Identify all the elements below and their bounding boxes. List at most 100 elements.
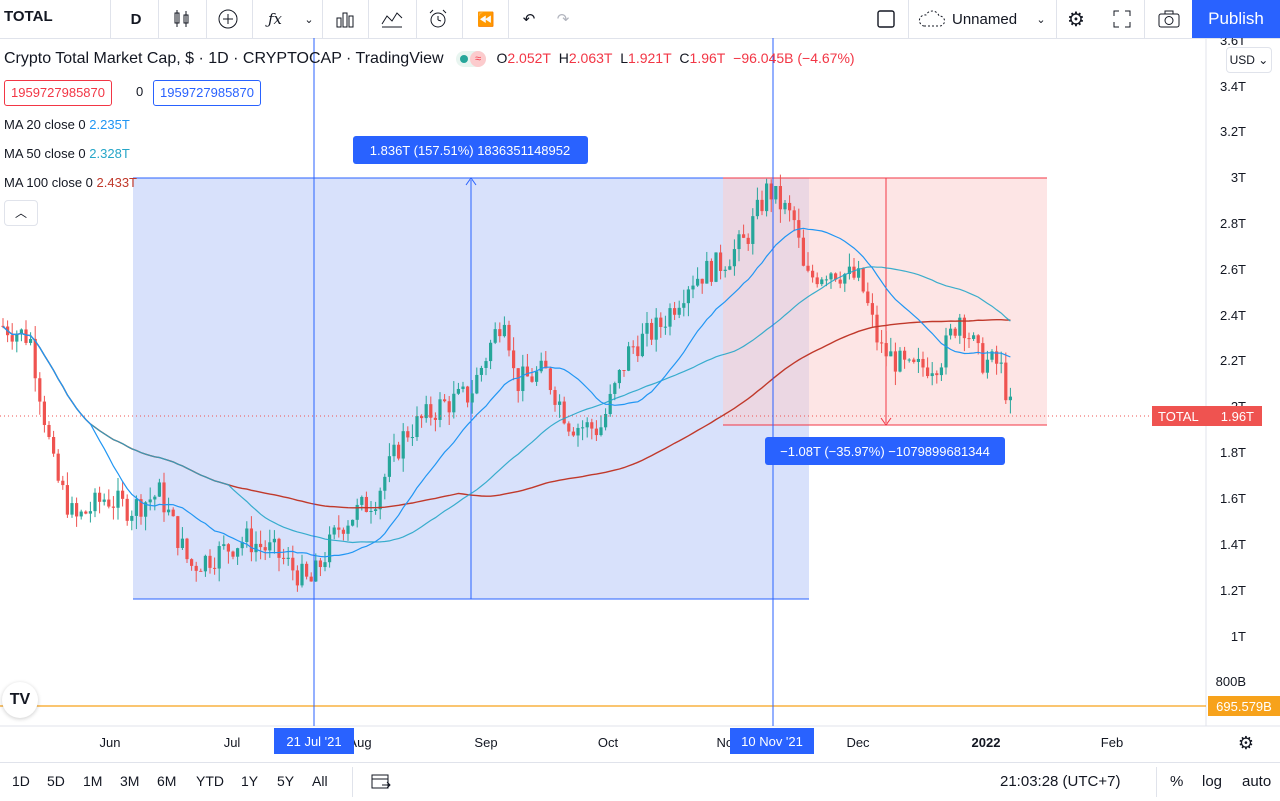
camera-snapshot-icon[interactable]: [1154, 4, 1184, 34]
crosshair-date-2: 10 Nov '21: [741, 734, 803, 749]
time-tick-label: Dec: [846, 735, 870, 750]
candle-body: [590, 422, 594, 429]
auto-toggle[interactable]: auto: [1242, 773, 1272, 790]
time-tick-label: Jul: [224, 735, 241, 750]
candle-body: [654, 317, 658, 340]
divider: [416, 0, 417, 38]
legend-change: −96.045B (−4.67%): [733, 50, 855, 66]
undo-icon[interactable]: ↶: [522, 11, 536, 28]
indicator-ma20[interactable]: MA 20 close 0 2.235T: [4, 117, 130, 132]
price-tick-label: 3.6T: [1220, 38, 1246, 48]
price-tick-label: 1.2T: [1220, 583, 1246, 598]
cloud-icon[interactable]: [916, 4, 948, 34]
layout-name[interactable]: Unnamed: [952, 10, 1018, 28]
candle-body: [985, 359, 989, 373]
legend-title[interactable]: Crypto Total Market Cap, $ · 1D · CRYPTO…: [4, 50, 444, 67]
value-box-left[interactable]: 1959727985870: [4, 80, 112, 106]
settings-gear-icon[interactable]: ⚙: [1067, 8, 1085, 31]
fullscreen-expand-icon[interactable]: [1108, 4, 1136, 34]
candle-body: [139, 499, 143, 517]
time-tick-label: Oct: [598, 735, 619, 750]
candle-body: [829, 273, 833, 280]
candle-body: [548, 368, 552, 391]
compare-plus-icon[interactable]: [214, 4, 242, 34]
range-ytd[interactable]: YTD: [196, 773, 224, 789]
indicator-ma50[interactable]: MA 50 close 0 2.328T: [4, 146, 130, 161]
candle-body: [875, 314, 879, 343]
candle-body: [38, 378, 42, 402]
price-tick-label: 1.4T: [1220, 537, 1246, 552]
range-5d[interactable]: 5D: [47, 773, 65, 789]
publish-button[interactable]: Publish: [1192, 0, 1280, 38]
interval-button[interactable]: D: [130, 10, 142, 28]
candle-body: [663, 326, 667, 328]
candle-body: [737, 234, 741, 250]
price-chart[interactable]: 1.836T (157.51%) 1836351148952 −1.08T (−…: [0, 38, 1280, 762]
candle-body: [746, 237, 750, 244]
value-box-right[interactable]: 1959727985870: [153, 80, 261, 106]
fullscreen-square-icon[interactable]: [872, 4, 900, 34]
candle-body: [907, 359, 911, 361]
candles-chart-type-icon[interactable]: [168, 4, 196, 34]
market-status-icon[interactable]: ≈: [456, 50, 487, 67]
candle-body: [125, 498, 129, 521]
candle-body: [507, 324, 511, 351]
range-1d[interactable]: 1D: [12, 773, 30, 789]
candle-body: [259, 543, 263, 548]
indicators-fx-icon[interactable]: ƒx: [267, 10, 282, 28]
candle-body: [622, 370, 626, 372]
range-3m[interactable]: 3M: [120, 773, 140, 789]
candle-body: [420, 416, 424, 419]
candle-body: [535, 371, 539, 382]
candle-body: [834, 273, 838, 280]
currency-select[interactable]: USD ⌄: [1226, 47, 1272, 73]
candle-body: [144, 502, 148, 517]
candle-body: [585, 422, 589, 428]
time-tick-label: Sep: [474, 735, 497, 750]
range-6m[interactable]: 6M: [157, 773, 177, 789]
date-range-calendar-icon[interactable]: [370, 771, 392, 796]
candle-body: [47, 424, 51, 438]
templates-bars-icon[interactable]: [332, 4, 358, 34]
bottom-toolbar: 1D 5D 1M 3M 6M YTD 1Y 5Y All 21:03:28 (U…: [0, 762, 1280, 801]
candle-body: [815, 277, 819, 285]
axis-settings-gear-icon[interactable]: ⚙: [1238, 733, 1254, 753]
candle-body: [691, 285, 695, 290]
chevron-down-icon[interactable]: ⌄: [1036, 13, 1046, 26]
percent-toggle[interactable]: %: [1170, 773, 1184, 790]
candle-body: [167, 509, 171, 513]
symbol-search[interactable]: TOTAL: [4, 8, 53, 25]
rise-label: 1.836T (157.51%) 1836351148952: [370, 143, 570, 158]
price-axis-ticks: 3.6T3.4T3.2T3T2.8T2.6T2.4T2.2T2T1.8T1.6T…: [1216, 38, 1246, 689]
clock-time[interactable]: 21:03:28 (UTC+7): [1000, 773, 1121, 790]
range-all[interactable]: All: [312, 773, 328, 789]
log-toggle[interactable]: log: [1202, 773, 1223, 790]
candle-body: [332, 527, 336, 535]
candle-body: [995, 351, 999, 364]
fall-label: −1.08T (−35.97%) −1079899681344: [780, 444, 990, 459]
alarm-clock-icon[interactable]: [424, 4, 452, 34]
candle-body: [636, 346, 640, 357]
candle-body: [153, 496, 157, 500]
alert-chart-icon[interactable]: [378, 4, 406, 34]
candle-body: [838, 279, 842, 284]
divider: [158, 0, 159, 38]
range-1y[interactable]: 1Y: [241, 773, 259, 789]
candle-body: [553, 390, 557, 405]
candle-body: [870, 303, 874, 315]
replay-rewind-icon[interactable]: ⏪: [477, 10, 495, 27]
candle-body: [682, 303, 686, 308]
candle-body: [121, 490, 125, 499]
candle-body: [341, 529, 345, 534]
redo-icon[interactable]: ↷: [556, 11, 570, 28]
range-1m[interactable]: 1M: [83, 773, 103, 789]
candle-body: [328, 534, 332, 563]
price-tick-label: 1.6T: [1220, 491, 1246, 506]
collapse-legend-chevron-up-icon[interactable]: ︿: [4, 200, 38, 226]
candle-body: [949, 328, 953, 336]
candle-body: [245, 528, 249, 542]
range-5y[interactable]: 5Y: [277, 773, 295, 789]
price-tick-label: 3.4T: [1220, 79, 1246, 94]
indicator-ma100[interactable]: MA 100 close 0 2.433T: [4, 175, 137, 190]
chevron-down-icon[interactable]: ⌄: [304, 13, 314, 26]
